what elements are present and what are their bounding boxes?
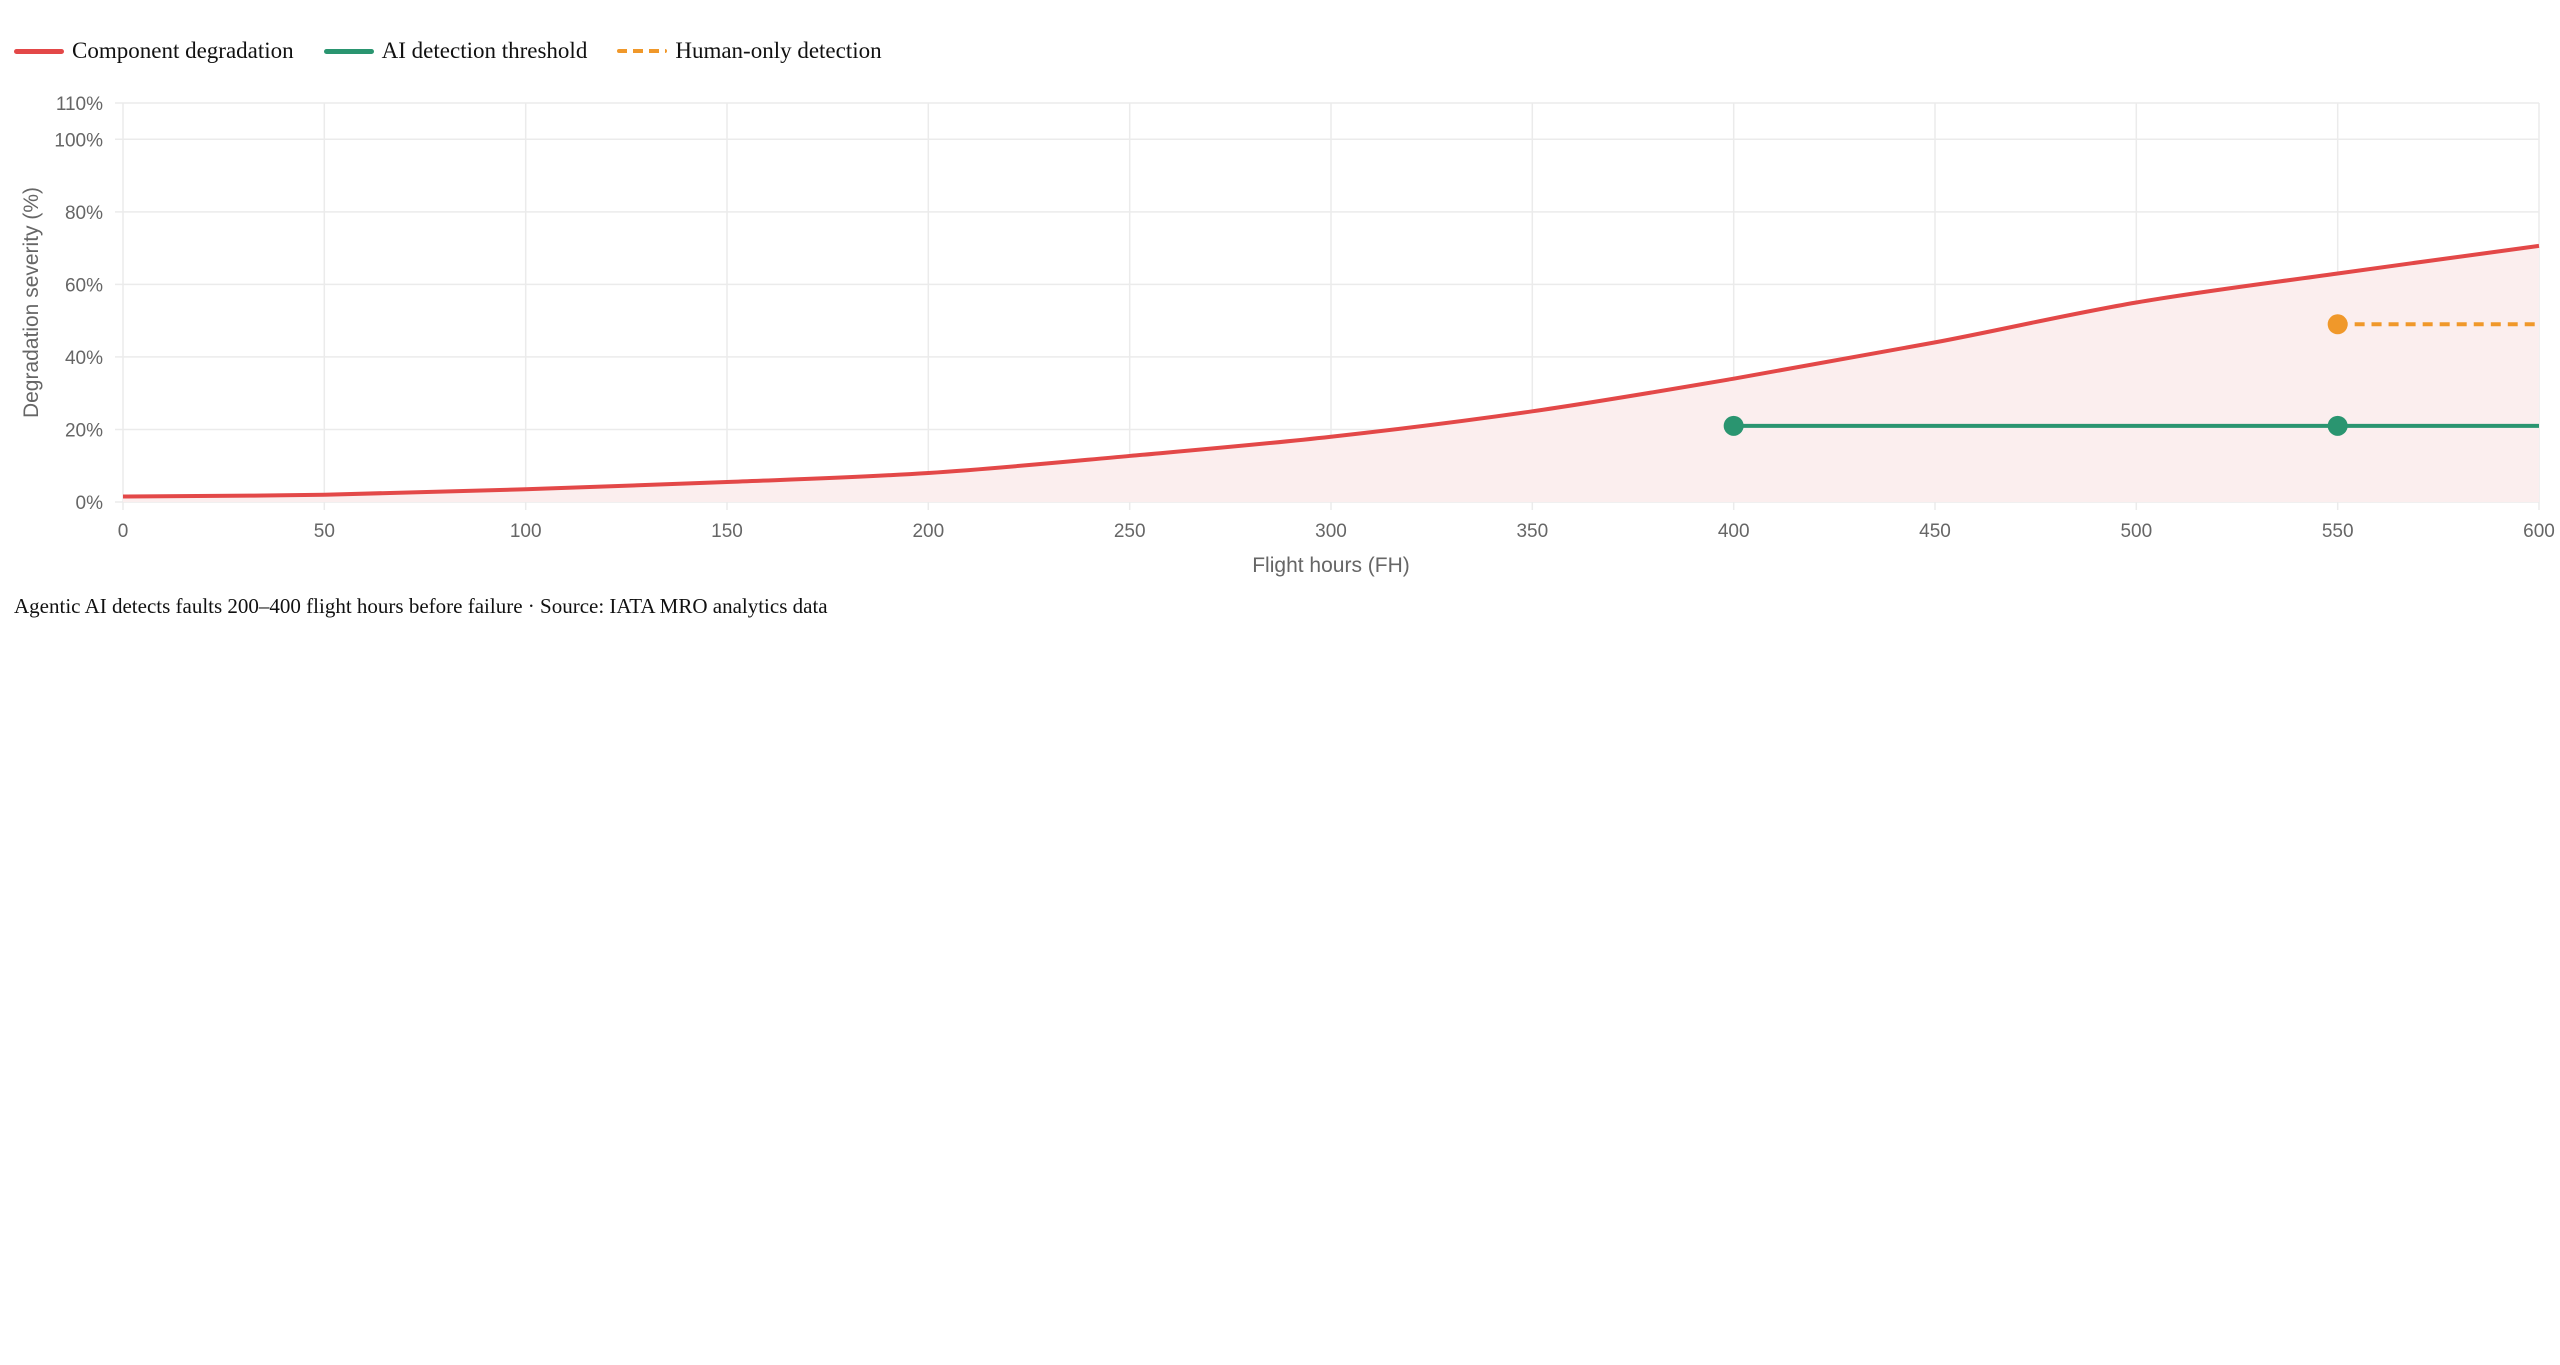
x-tick-label: 200 — [912, 521, 944, 542]
series-line — [122, 243, 2540, 499]
y-tick-label: 80% — [65, 203, 103, 224]
chart-caption: Agentic AI detects faults 200–400 flight… — [14, 594, 828, 618]
chart-legend: Component degradation AI detection thresh… — [14, 38, 882, 64]
x-axis-title: Flight hours (FH) — [1252, 554, 1410, 577]
x-tick-label: 150 — [711, 521, 743, 542]
legend-item[interactable]: AI detection threshold — [323, 38, 588, 64]
x-tick-label: 100 — [510, 521, 542, 542]
legend-swatch — [14, 48, 64, 54]
y-tick-label: 20% — [65, 420, 103, 441]
y-tick-label: 0% — [76, 493, 104, 514]
y-tick-label: 60% — [65, 275, 103, 296]
legend-item[interactable]: Human-only detection — [617, 38, 882, 64]
legend-item[interactable]: Component degradation — [14, 38, 294, 64]
x-tick-label: 550 — [2322, 521, 2354, 542]
x-tick-label: 50 — [314, 521, 335, 542]
y-tick-label: 100% — [54, 130, 103, 151]
data-point — [2327, 415, 2348, 436]
x-tick-label: 600 — [2523, 521, 2555, 542]
legend-swatch — [617, 49, 668, 53]
y-axis-title: Degradation severity (%) — [20, 187, 43, 418]
x-tick-label: 250 — [1114, 521, 1146, 542]
x-tick-label: 350 — [1516, 521, 1548, 542]
line-chart: 0 50 100 150 200 250 300 350 400 450 500 550 600 0% 20… — [20, 94, 2555, 577]
legend-label: AI detection threshold — [381, 38, 588, 63]
series-area — [123, 245, 2539, 502]
x-tick-label: 500 — [2120, 521, 2152, 542]
x-tick-label: 450 — [1919, 521, 1951, 542]
y-tick-label: 40% — [65, 348, 103, 369]
data-point — [2327, 314, 2348, 335]
legend-label: Human-only detection — [675, 38, 882, 63]
y-tick-label: 110% — [56, 94, 103, 115]
data-point — [1723, 415, 1744, 436]
legend-label: Component degradation — [72, 38, 294, 63]
x-tick-label: 400 — [1718, 521, 1750, 542]
x-tick-label: 300 — [1315, 521, 1347, 542]
x-tick-label: 0 — [118, 521, 129, 542]
legend-swatch — [323, 48, 374, 54]
